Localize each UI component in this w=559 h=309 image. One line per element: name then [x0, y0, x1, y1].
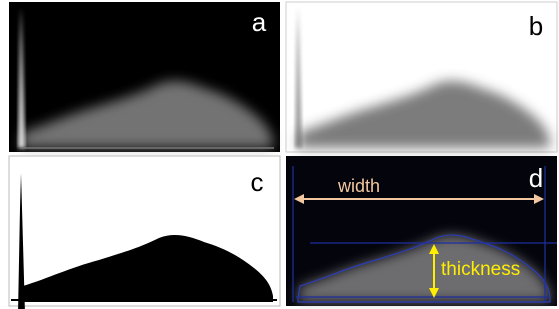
panel-c: c — [9, 156, 280, 309]
panel-label: c — [251, 167, 264, 197]
panel-label: a — [252, 7, 267, 37]
width-label: width — [337, 176, 380, 196]
panel-label: d — [529, 163, 543, 193]
panel-label: b — [529, 11, 543, 41]
figure: a b c d width — [0, 0, 559, 309]
panel-d: d width thickness — [286, 156, 557, 306]
panel-b: b — [286, 2, 557, 152]
thickness-label: thickness — [441, 259, 520, 280]
panel-a: a — [9, 2, 280, 152]
